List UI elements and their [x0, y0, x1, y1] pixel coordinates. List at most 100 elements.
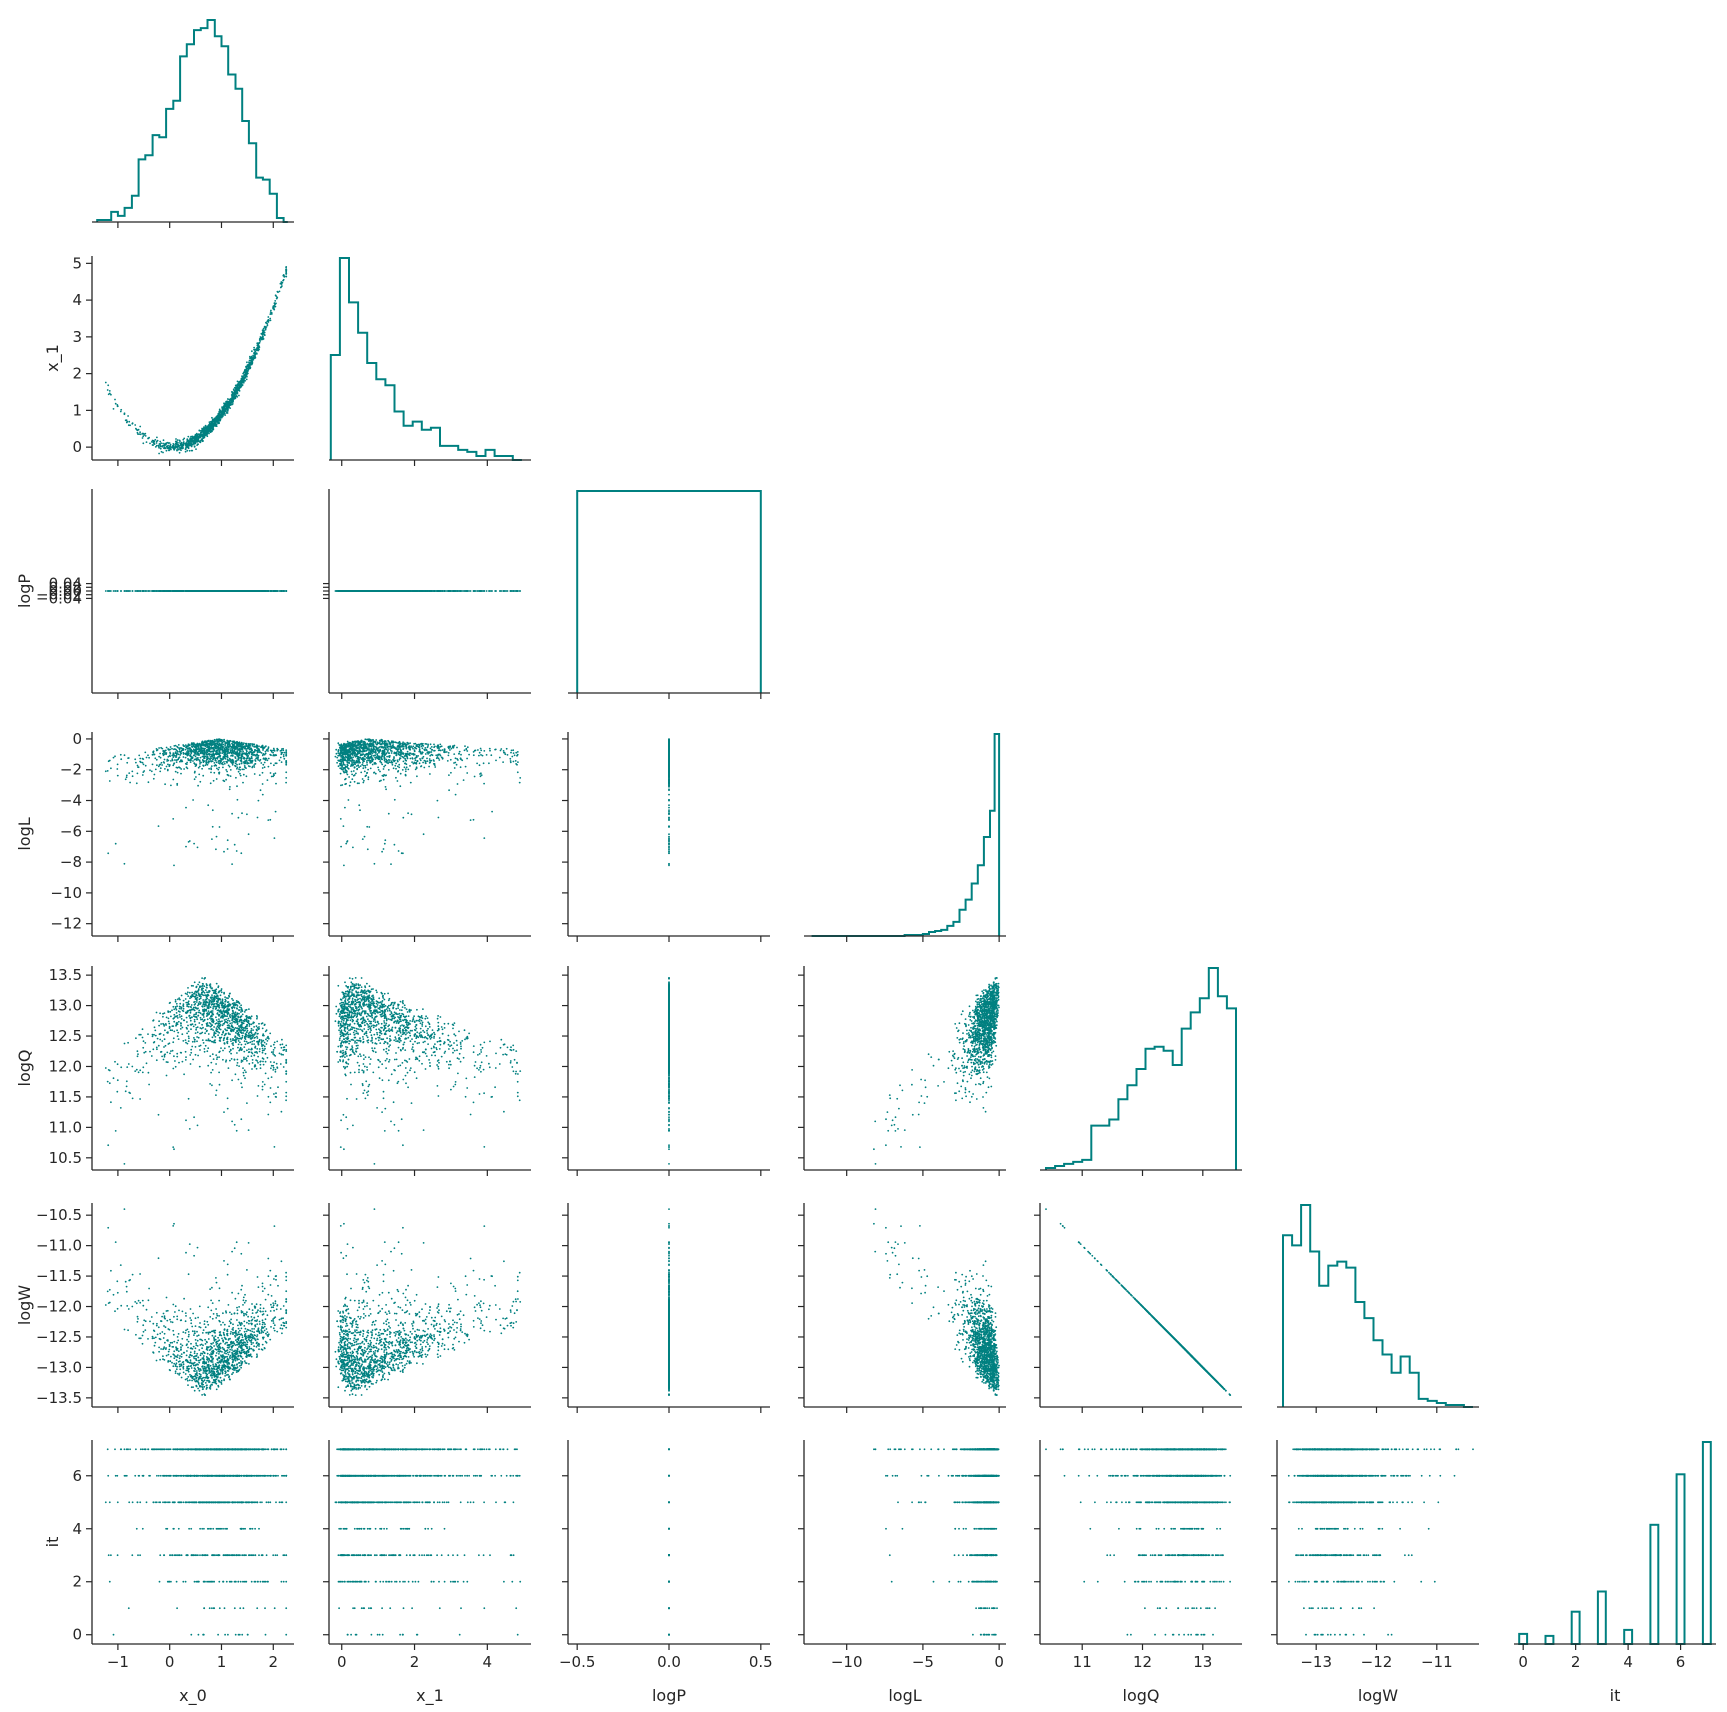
scatter-point	[266, 759, 269, 762]
scatter-point	[258, 339, 261, 341]
scatter-point	[379, 590, 382, 592]
scatter-point	[231, 399, 234, 402]
histogram-bar	[1649, 1523, 1660, 1646]
scatter-point	[400, 590, 402, 592]
scatter-point	[245, 378, 248, 381]
scatter-point	[256, 344, 259, 347]
scatter-point	[171, 590, 174, 592]
scatter-point	[485, 590, 488, 592]
scatter-point	[218, 410, 221, 412]
scatter-point	[142, 590, 145, 592]
scatter-point	[269, 772, 272, 774]
scatter-point	[147, 590, 150, 592]
scatter-point	[186, 445, 189, 448]
scatter-point	[225, 590, 227, 592]
scatter-point	[239, 772, 241, 775]
scatter-point	[194, 755, 197, 758]
scatter-point	[373, 590, 376, 592]
scatter-point	[232, 590, 235, 592]
scatter-point	[190, 443, 193, 446]
scatter-point	[397, 590, 400, 592]
scatter-point	[178, 442, 180, 444]
scatter-point	[179, 590, 182, 592]
scatter-point	[128, 772, 131, 774]
scatter-point	[190, 435, 192, 438]
scatter-point	[179, 446, 181, 449]
scatter-point	[258, 774, 261, 776]
scatter-point	[275, 297, 278, 300]
scatter-point	[273, 302, 276, 305]
scatter-point	[261, 338, 263, 341]
scatter-point	[174, 445, 177, 448]
scatter-point	[257, 799, 260, 802]
scatter-point	[283, 590, 286, 592]
scatter-point	[251, 359, 254, 361]
scatter-point	[392, 590, 394, 592]
scatter-point	[128, 420, 131, 423]
scatter-point	[201, 436, 204, 438]
scatter-point	[217, 768, 220, 771]
scatter-point	[153, 443, 156, 445]
scatter-point	[285, 763, 288, 765]
scatter-point	[108, 390, 111, 392]
histogram-step-logW	[1282, 1204, 1473, 1408]
scatter-point	[116, 763, 119, 766]
scatter-point	[261, 590, 263, 592]
scatter-point	[215, 416, 218, 419]
histogram-x_1	[329, 257, 522, 461]
scatter-point	[232, 395, 235, 398]
scatter-point	[201, 767, 204, 770]
scatter-point	[260, 762, 263, 764]
scatter-point	[267, 757, 270, 760]
scatter-point	[238, 763, 241, 766]
scatter-point	[135, 427, 137, 430]
scatter-point	[223, 761, 225, 763]
scatter-point	[285, 269, 288, 271]
scatter-point	[512, 590, 515, 592]
scatter-point	[131, 422, 134, 425]
scatter-point	[182, 752, 185, 755]
scatter-point	[234, 386, 237, 389]
scatter-point	[218, 826, 221, 828]
scatter-point	[234, 590, 237, 592]
scatter-point	[265, 590, 268, 592]
scatter-point	[420, 590, 423, 592]
scatter-point	[232, 392, 235, 394]
scatter-point	[236, 763, 238, 766]
scatter-point	[267, 320, 270, 323]
scatter-point	[251, 590, 254, 592]
scatter-point	[270, 309, 272, 312]
scatter-point	[182, 438, 185, 441]
scatter-point	[160, 442, 163, 445]
scatter-point	[199, 780, 202, 783]
scatter-point	[243, 371, 245, 374]
scatter-point	[285, 590, 288, 592]
scatter-point	[203, 436, 206, 439]
scatter-point	[162, 442, 165, 445]
scatter-point	[217, 590, 220, 592]
scatter-point	[168, 449, 171, 452]
scatter-point	[273, 304, 275, 307]
scatter-point	[263, 766, 266, 769]
scatter-point	[159, 770, 162, 773]
scatter-point	[177, 447, 179, 449]
scatter-point	[129, 590, 132, 592]
scatter-point	[206, 435, 209, 438]
scatter-panel-logL-vs-x_0	[104, 738, 288, 867]
scatter-point	[509, 590, 512, 592]
scatter-point	[236, 798, 239, 801]
scatter-panel-x_1-vs-x_0	[104, 266, 288, 455]
scatter-point	[342, 590, 344, 592]
scatter-point	[267, 746, 270, 749]
scatter-point	[159, 440, 162, 443]
scatter-point	[147, 437, 150, 440]
scatter-point	[172, 818, 175, 820]
scatter-point	[267, 316, 270, 318]
scatter-point	[206, 590, 209, 592]
scatter-point	[223, 407, 226, 410]
scatter-point	[139, 433, 142, 436]
scatter-point	[253, 348, 255, 351]
scatter-point	[236, 785, 238, 788]
scatter-point	[256, 590, 259, 592]
